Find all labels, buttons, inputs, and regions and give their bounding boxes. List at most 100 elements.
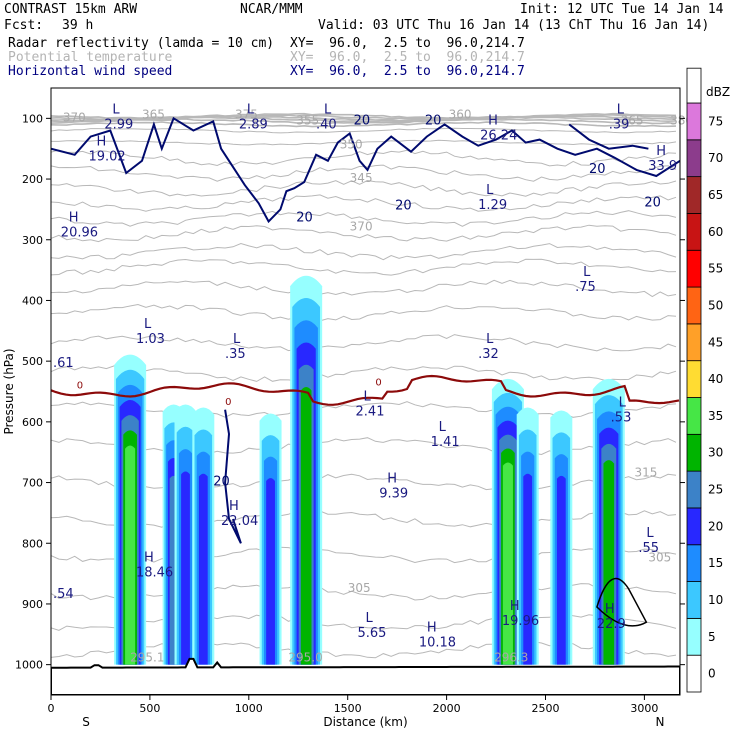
theta-contour — [51, 127, 677, 134]
reflectivity-cell-4-20dbz — [266, 478, 275, 665]
y-tick-label: 1000 — [15, 659, 43, 672]
colorbar-swatch-25 — [686, 470, 702, 509]
field-name-wind: Horizontal wind speed — [8, 64, 173, 79]
colorbar-swatch-35 — [686, 397, 702, 435]
freezing-level-label: 0 — [375, 377, 381, 388]
theta-label: 295.0 — [288, 651, 322, 665]
freezing-level-contour — [51, 374, 680, 406]
theta-contour — [51, 258, 677, 276]
freezing-level-label: 0 — [77, 380, 83, 391]
colorbar-level-label: 60 — [708, 225, 723, 239]
extremum-value: 1.29 — [478, 198, 507, 213]
extremum-value: 1.03 — [136, 332, 165, 347]
colorbar-swatch-0 — [686, 654, 702, 693]
extremum-value: 33.9 — [648, 159, 677, 174]
colorbar-swatch-55 — [686, 249, 702, 288]
extremum-type-H: H — [387, 472, 397, 487]
theta-contour — [51, 224, 677, 243]
organization: NCAR/MMM — [240, 2, 303, 17]
terrain — [51, 657, 680, 695]
extremum-type-H: H — [69, 211, 79, 226]
extremum-type-H: H — [510, 599, 520, 614]
extremum-type-H: H — [144, 550, 154, 565]
theta-label: 355 — [296, 113, 319, 127]
colorbar-swatch-75 — [686, 102, 702, 141]
extremum-value: 22.04 — [221, 514, 258, 529]
model-title: CONTRAST 15km ARW — [4, 2, 138, 17]
extremum-type-L: L — [112, 102, 120, 117]
extremum-type-L: L — [324, 102, 332, 117]
colorbar-level-label: 20 — [708, 519, 723, 533]
colorbar-swatch-70 — [686, 139, 702, 178]
section-end-label: N — [656, 715, 665, 729]
extremum-type-H: H — [229, 499, 239, 514]
colorbar-swatch-15 — [686, 544, 702, 582]
colorbar-level-label: 5 — [708, 630, 716, 644]
field-xy-theta: XY= 96.0, 2.5 to 96.0,214.7 — [290, 50, 525, 65]
edge-value-label: .61 — [53, 356, 74, 371]
valid-time: Valid: 03 UTC Thu 16 Jan 14 (13 ChT Thu … — [318, 18, 710, 33]
colorbar-swatch-10 — [686, 581, 702, 619]
colorbar-level-label: 10 — [708, 593, 723, 607]
colorbar-unit: dBZ — [706, 85, 730, 99]
x-tick-label: 0 — [48, 702, 55, 715]
theta-contour — [51, 303, 677, 322]
colorbar-swatch-5 — [686, 617, 702, 656]
extremum-type-L: L — [583, 265, 591, 280]
wind-contour-20 — [51, 116, 680, 224]
y-tick-label: 600 — [22, 416, 43, 429]
colorbar-swatch-50 — [686, 286, 702, 325]
colorbar-level-label: 55 — [708, 262, 723, 276]
extremum-type-H: H — [605, 602, 615, 617]
theta-label: 350 — [340, 138, 363, 152]
theta-label: 375 — [235, 107, 258, 121]
extremum-value: 5.65 — [358, 626, 387, 641]
y-tick-label: 100 — [22, 112, 43, 125]
colorbar-level-label: 30 — [708, 446, 723, 460]
theta-label: 315 — [635, 465, 658, 479]
theta-contour — [51, 139, 677, 146]
colorbar-swatch-65 — [686, 176, 702, 214]
theta-contour — [51, 149, 677, 167]
extremum-type-L: L — [233, 332, 241, 347]
colorbar-level-label: 45 — [708, 335, 723, 349]
y-tick-label: 200 — [22, 173, 43, 186]
wind-contour-label: 20 — [395, 198, 412, 213]
extremum-type-L: L — [617, 102, 625, 117]
field-name-reflectivity: Radar reflectivity (lamda = 10 cm) — [8, 36, 275, 51]
reflectivity-cell-7-20dbz — [523, 473, 533, 665]
field-xy-wind: XY= 96.0, 2.5 to 96.0,214.7 — [290, 64, 525, 79]
y-axis-label: Pressure (hPa) — [2, 348, 16, 434]
extremum-value: .53 — [611, 411, 632, 426]
edge-value-label: .54 — [53, 587, 74, 602]
extremum-value: .32 — [478, 347, 499, 362]
colorbar-swatch-40 — [686, 360, 702, 398]
extremum-type-L: L — [486, 183, 494, 198]
theta-label: 345 — [350, 171, 373, 185]
extremum-value: 19.96 — [502, 614, 539, 629]
extremum-value: .39 — [609, 117, 630, 132]
reflectivity-cell-8-20dbz — [556, 475, 566, 665]
extremum-type-H: H — [488, 113, 498, 128]
extremum-type-L: L — [364, 390, 372, 405]
wind-contour-label: 20 — [644, 195, 661, 210]
colorbar-level-label: 40 — [708, 372, 723, 386]
theta-contour — [51, 118, 677, 125]
colorbar-level-label: 70 — [708, 151, 723, 165]
reflectivity-cell-9-30dbz — [603, 460, 615, 665]
extremum-type-L: L — [486, 332, 494, 347]
colorbar-level-label: 25 — [708, 483, 723, 497]
section-start-label: S — [82, 715, 90, 729]
y-tick-label: 500 — [22, 355, 43, 368]
reflectivity-outline — [596, 577, 648, 627]
y-tick-label: 900 — [22, 598, 43, 611]
extremum-value: .35 — [225, 347, 246, 362]
extremum-value: .40 — [316, 117, 337, 132]
extremum-type-L: L — [439, 420, 447, 435]
extremum-value: 22.9 — [597, 617, 626, 632]
extremum-value: 20.96 — [61, 226, 98, 241]
theta-contour — [51, 179, 677, 197]
x-tick-label: 500 — [139, 702, 160, 715]
colorbar-swatch-20 — [686, 507, 702, 546]
